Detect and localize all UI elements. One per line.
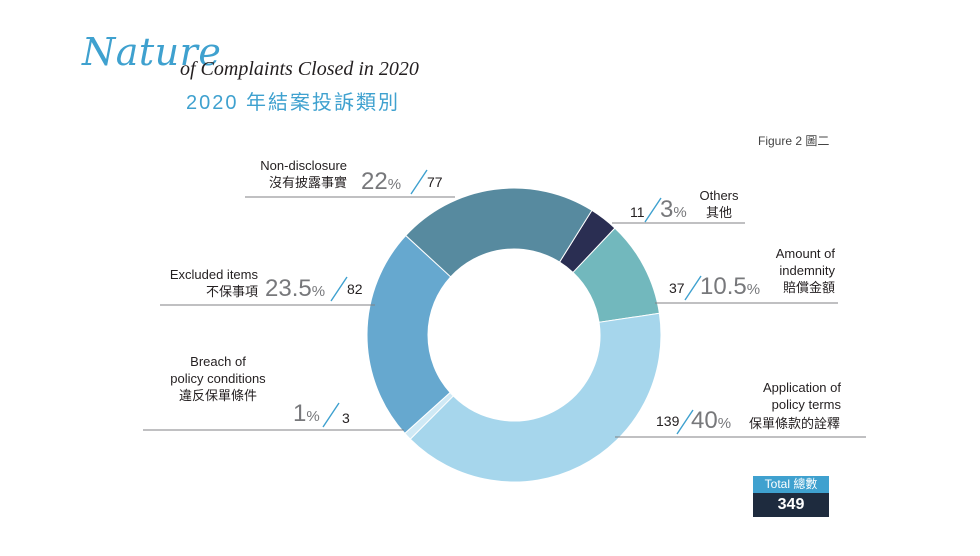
label-excluded-zh: 不保事項 bbox=[205, 284, 258, 299]
label-indemnity-en-2: indemnity bbox=[779, 263, 835, 278]
donut-slices bbox=[366, 187, 662, 483]
count-application: 139 bbox=[656, 413, 680, 429]
slash-others bbox=[644, 197, 662, 223]
slash-indemnity bbox=[684, 275, 702, 301]
label-application-en-1: Application of bbox=[762, 380, 841, 395]
count-excluded: 82 bbox=[347, 281, 363, 297]
slash-application bbox=[676, 409, 694, 435]
label-application-en-2: policy terms bbox=[771, 397, 841, 412]
percent-indemnity: 10.5% bbox=[700, 273, 761, 300]
total-value: 349 bbox=[753, 493, 829, 517]
slash-excluded bbox=[330, 276, 348, 302]
label-breach: Breach of policy conditions 違反保單條件 bbox=[158, 353, 278, 404]
label-others: Others 其他 bbox=[694, 187, 744, 221]
label-indemnity-en-1: Amount of bbox=[775, 246, 835, 261]
chart-title-script: Nature bbox=[82, 30, 222, 74]
figure-label: Figure 2 圖二 bbox=[758, 134, 830, 148]
label-indemnity: Amount of indemnity 賠償金額 bbox=[740, 245, 835, 296]
label-breach-en-2: policy conditions bbox=[170, 371, 266, 386]
percent-excluded: 23.5% bbox=[265, 275, 326, 302]
total-label: Total 總數 bbox=[753, 476, 829, 493]
label-application: Application of policy terms bbox=[720, 379, 841, 413]
count-breach: 3 bbox=[342, 410, 350, 426]
count-nondisclosure: 77 bbox=[427, 174, 443, 190]
slice-application bbox=[409, 312, 662, 483]
label-others-en: Others bbox=[699, 188, 739, 203]
slash-breach bbox=[322, 402, 340, 428]
slice-excluded bbox=[366, 234, 452, 435]
label-application-zh: 保單條款的詮釋 bbox=[749, 416, 841, 431]
label-indemnity-zh: 賠償金額 bbox=[782, 280, 835, 295]
label-excluded: Excluded items 不保事項 bbox=[150, 266, 258, 300]
count-others: 11 bbox=[630, 204, 645, 220]
label-breach-en-1: Breach of bbox=[190, 354, 246, 369]
slice-nondisclosure bbox=[405, 187, 593, 278]
chart-title: of Complaints Closed in 2020 bbox=[180, 58, 419, 80]
percent-breach: 1% bbox=[293, 400, 320, 427]
label-breach-zh: 違反保單條件 bbox=[178, 388, 257, 403]
label-nondisclosure-zh: 沒有披露事實 bbox=[268, 175, 347, 190]
chart-title-chinese: 2020 年結案投訴類別 bbox=[186, 92, 401, 114]
label-nondisclosure: Non-disclosure 沒有披露事實 bbox=[232, 157, 347, 191]
label-others-zh: 其他 bbox=[705, 205, 732, 220]
leader-lines bbox=[143, 196, 866, 438]
percent-application: 40% bbox=[691, 407, 732, 434]
percent-others: 3% bbox=[660, 196, 687, 223]
percent-nondisclosure: 22% bbox=[361, 168, 402, 195]
label-excluded-en: Excluded items bbox=[169, 267, 258, 282]
slash-nondisclosure bbox=[410, 169, 428, 195]
label-nondisclosure-en: Non-disclosure bbox=[260, 158, 347, 173]
count-indemnity: 37 bbox=[669, 280, 685, 296]
